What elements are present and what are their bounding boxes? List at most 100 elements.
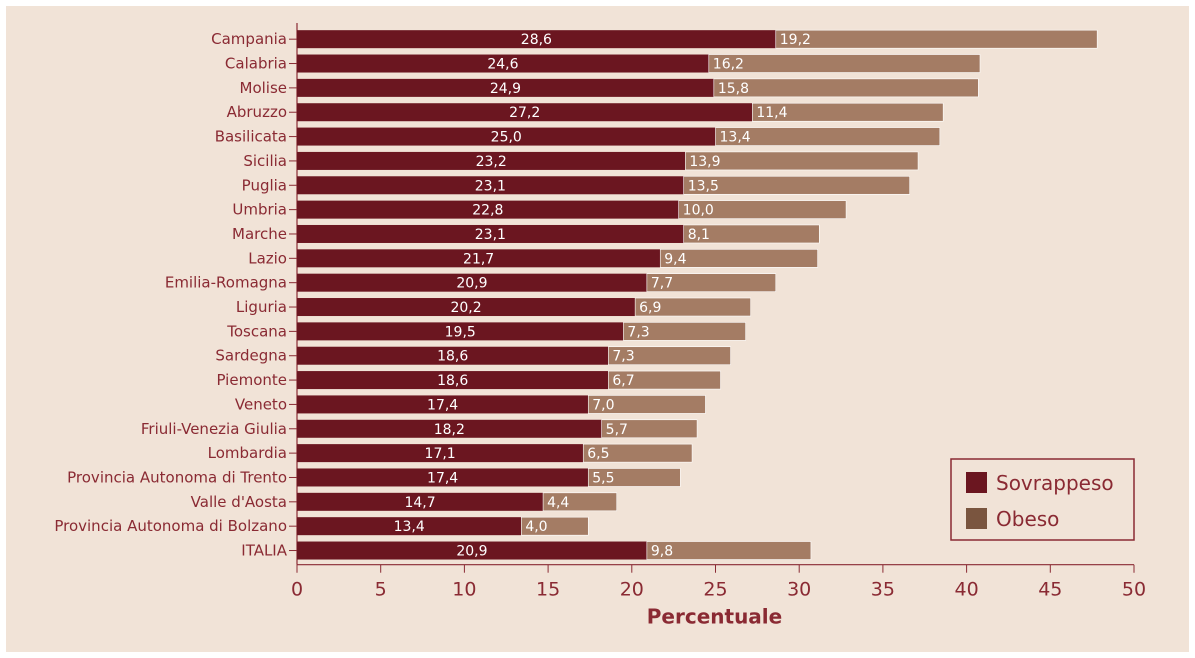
bar-obeso (587, 468, 681, 487)
bar-sovrappeso (297, 419, 602, 438)
data-label-sovrappeso: 24,6 (487, 57, 518, 73)
x-tick-label: 25 (703, 579, 727, 601)
data-label-obeso: 9,4 (664, 251, 686, 267)
bar-sovrappeso (297, 468, 589, 487)
category-label: Marche (232, 225, 287, 243)
data-label-sovrappeso: 18,6 (437, 349, 468, 365)
category-label: Basilicata (215, 128, 287, 146)
bar-obeso (752, 102, 944, 122)
bar-sovrappeso (297, 346, 609, 365)
bar-obeso (659, 249, 818, 268)
data-label-sovrappeso: 24,9 (490, 81, 521, 97)
bar-obeso (646, 273, 777, 292)
data-label-obeso: 13,5 (688, 178, 719, 194)
data-label-sovrappeso: 19,5 (445, 324, 476, 340)
category-label: Umbria (232, 201, 287, 219)
data-label-sovrappeso: 18,2 (434, 422, 465, 438)
data-label-obeso: 19,2 (780, 32, 811, 48)
data-label-obeso: 6,9 (639, 300, 661, 316)
data-label-sovrappeso: 17,1 (425, 446, 456, 462)
bar-obeso (683, 175, 910, 195)
data-label-obeso: 7,3 (627, 324, 649, 340)
bar-sovrappeso (297, 103, 753, 122)
data-label-sovrappeso: 27,2 (509, 105, 540, 121)
bar-sovrappeso (297, 249, 661, 268)
bar-sovrappeso (297, 200, 679, 219)
category-label: ITALIA (241, 542, 287, 560)
category-label: Campania (211, 30, 287, 48)
legend-label-obeso: Obeso (996, 507, 1059, 531)
data-label-obeso: 5,7 (606, 422, 628, 438)
bar-obeso (685, 151, 919, 171)
data-label-obeso: 5,5 (592, 470, 614, 486)
category-label: Sardegna (215, 347, 287, 365)
bar-obeso (521, 516, 589, 536)
bar-sovrappeso (297, 298, 636, 317)
bar-sovrappeso (297, 395, 589, 414)
data-label-sovrappeso: 23,1 (475, 178, 506, 194)
category-label: Lombardia (208, 444, 287, 462)
x-tick-label: 10 (452, 579, 476, 601)
category-label: Valle d'Aosta (191, 493, 287, 511)
legend-swatch-obeso (966, 508, 987, 529)
category-label: Provincia Autonoma di Bolzano (54, 517, 287, 535)
data-label-sovrappeso: 14,7 (404, 495, 435, 511)
bar-sovrappeso (297, 541, 647, 560)
bar-obeso (634, 297, 751, 317)
bar-obeso (678, 200, 847, 219)
data-label-sovrappeso: 23,1 (475, 227, 506, 243)
category-label: Toscana (226, 322, 287, 340)
category-label: Molise (240, 79, 288, 97)
x-tick-label: 40 (955, 579, 979, 601)
bar-obeso (623, 322, 746, 341)
category-label: Friuli-Venezia Giulia (141, 420, 287, 438)
category-label: Lazio (248, 249, 287, 267)
bar-sovrappeso (297, 517, 522, 536)
data-label-obeso: 11,4 (756, 105, 787, 121)
legend-label-sovrappeso: Sovrappeso (996, 471, 1114, 495)
bar-sovrappeso (297, 30, 776, 49)
data-label-obeso: 4,4 (547, 495, 569, 511)
bar-obeso (587, 395, 706, 414)
bar-sovrappeso (297, 151, 686, 170)
x-tick-label: 5 (375, 579, 387, 601)
bar-obeso (582, 443, 693, 463)
x-tick-label: 50 (1122, 579, 1146, 601)
bar-sovrappeso (297, 371, 609, 390)
category-label: Provincia Autonoma di Trento (67, 468, 287, 486)
data-label-obeso: 6,7 (612, 373, 634, 389)
x-tick-label: 0 (291, 579, 303, 601)
data-label-sovrappeso: 17,4 (427, 470, 458, 486)
data-label-sovrappeso: 17,4 (427, 397, 458, 413)
data-label-obeso: 4,0 (525, 519, 547, 535)
data-label-obeso: 7,3 (612, 349, 634, 365)
bar-sovrappeso (297, 444, 584, 463)
category-label: Liguria (236, 298, 287, 316)
data-label-sovrappeso: 22,8 (472, 203, 503, 219)
data-label-obeso: 10,0 (683, 203, 714, 219)
bar-sovrappeso (297, 127, 716, 146)
category-label: Puglia (242, 176, 287, 194)
x-tick-label: 45 (1038, 579, 1062, 601)
bar-sovrappeso (297, 492, 544, 511)
x-axis-title: Percentuale (647, 605, 782, 629)
legend-swatch-sovrappeso (966, 472, 987, 493)
x-tick-label: 30 (787, 579, 811, 601)
bar-sovrappeso (297, 78, 714, 97)
category-label: Emilia-Romagna (165, 274, 287, 292)
data-label-sovrappeso: 28,6 (521, 32, 552, 48)
data-label-sovrappeso: 25,0 (491, 130, 522, 146)
bar-obeso (713, 78, 979, 98)
data-label-sovrappeso: 20,9 (456, 276, 487, 292)
data-label-obeso: 15,8 (718, 81, 749, 97)
bar-obeso (646, 541, 812, 560)
data-label-sovrappeso: 20,2 (450, 300, 481, 316)
bar-sovrappeso (297, 176, 684, 195)
category-label: Sicilia (243, 152, 287, 170)
data-label-sovrappeso: 21,7 (463, 251, 494, 267)
x-tick-label: 35 (871, 579, 895, 601)
bar-obeso (601, 419, 698, 439)
data-label-obeso: 13,4 (720, 130, 751, 146)
bar-sovrappeso (297, 322, 624, 341)
